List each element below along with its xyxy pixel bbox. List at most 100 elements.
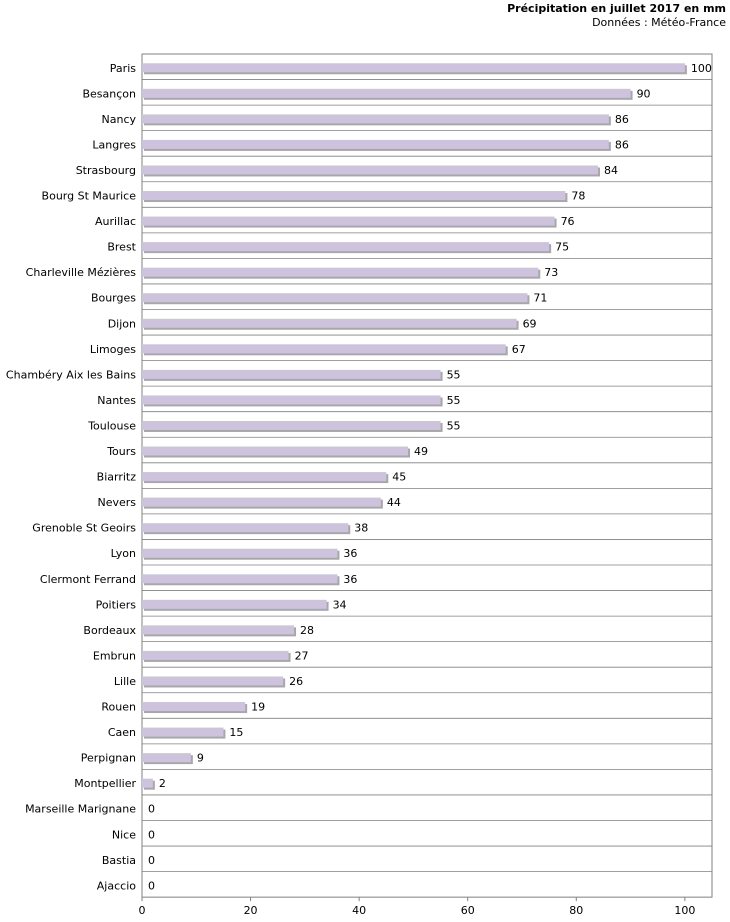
data-label: 75	[555, 241, 569, 254]
bar	[142, 702, 246, 712]
data-label: 0	[148, 854, 155, 867]
x-tick-label: 60	[461, 904, 475, 917]
category-label: Biarritz	[97, 471, 137, 484]
category-label: Charleville Mézières	[26, 266, 137, 279]
data-label: 84	[604, 164, 618, 177]
data-label: 86	[615, 113, 629, 126]
bar	[142, 420, 441, 430]
bar	[142, 88, 631, 98]
bar	[142, 395, 441, 405]
data-label: 19	[251, 701, 265, 714]
bar	[142, 778, 153, 788]
category-label: Aurillac	[95, 215, 136, 228]
data-label: 78	[571, 190, 585, 203]
data-label: 55	[447, 419, 461, 432]
data-label: 0	[148, 803, 155, 816]
category-label: Nice	[112, 828, 136, 841]
category-label: Grenoble St Geoirs	[32, 522, 136, 535]
category-label: Bourges	[91, 292, 136, 305]
data-label: 26	[289, 675, 303, 688]
data-label: 28	[300, 624, 314, 637]
bar	[142, 114, 609, 124]
category-label: Langres	[92, 138, 136, 151]
data-label: 2	[159, 777, 166, 790]
category-label: Marseille Marignane	[25, 803, 136, 816]
bar	[142, 650, 289, 660]
category-label: Lille	[114, 675, 136, 688]
category-label: Bastia	[102, 854, 136, 867]
data-label: 36	[343, 573, 357, 586]
data-label: 86	[615, 138, 629, 151]
category-label: Poitiers	[96, 598, 137, 611]
data-label: 15	[229, 726, 243, 739]
bar	[142, 344, 506, 354]
category-label: Caen	[108, 726, 136, 739]
category-label: Lyon	[111, 547, 136, 560]
category-label: Montpellier	[74, 777, 136, 790]
bar	[142, 625, 294, 635]
data-label: 36	[343, 547, 357, 560]
bar	[142, 676, 284, 686]
bar	[142, 548, 338, 558]
x-tick-label: 40	[352, 904, 366, 917]
data-label: 49	[414, 445, 428, 458]
category-label: Strasbourg	[76, 164, 136, 177]
category-label: Bourg St Maurice	[42, 190, 137, 203]
data-label: 55	[447, 368, 461, 381]
bar	[142, 216, 555, 226]
data-label: 0	[148, 879, 155, 892]
category-label: Toulouse	[87, 419, 136, 432]
x-tick-label: 80	[569, 904, 583, 917]
category-label: Nantes	[97, 394, 136, 407]
bar	[142, 191, 566, 201]
category-label: Embrun	[93, 649, 136, 662]
bar	[142, 753, 191, 763]
bar	[142, 574, 338, 584]
category-label: Ajaccio	[97, 879, 136, 892]
data-label: 45	[392, 471, 406, 484]
category-label: Paris	[110, 62, 136, 75]
data-label: 27	[295, 649, 309, 662]
category-label: Rouen	[101, 701, 136, 714]
chart-subtitle: Données : Météo-France	[592, 16, 726, 29]
bar	[142, 63, 685, 73]
x-tick-label: 100	[674, 904, 695, 917]
category-label: Nevers	[97, 496, 136, 509]
category-label: Brest	[107, 241, 136, 254]
data-label: 90	[637, 87, 651, 100]
category-label: Chambéry Aix les Bains	[6, 368, 136, 381]
data-label: 76	[561, 215, 575, 228]
data-label: 71	[533, 292, 547, 305]
x-tick-label: 20	[244, 904, 258, 917]
data-label: 55	[447, 394, 461, 407]
data-label: 9	[197, 752, 204, 765]
bar	[142, 446, 408, 456]
bar	[142, 139, 609, 149]
bar	[142, 369, 441, 379]
data-label: 44	[387, 496, 401, 509]
category-label: Nancy	[102, 113, 137, 126]
bar	[142, 727, 224, 737]
chart-title: Précipitation en juillet 2017 en mm	[507, 2, 726, 15]
bar	[142, 599, 327, 609]
category-label: Tours	[106, 445, 136, 458]
data-label: 0	[148, 828, 155, 841]
category-label: Perpignan	[81, 752, 136, 765]
bar	[142, 242, 550, 252]
data-label: 38	[354, 522, 368, 535]
category-label: Bordeaux	[83, 624, 136, 637]
data-label: 67	[512, 343, 526, 356]
data-label: 73	[544, 266, 558, 279]
data-label: 100	[691, 62, 712, 75]
bar	[142, 267, 539, 277]
x-tick-label: 0	[139, 904, 146, 917]
category-label: Dijon	[108, 317, 136, 330]
bar	[142, 318, 517, 328]
data-label: 34	[333, 598, 347, 611]
data-label: 69	[523, 317, 537, 330]
bar	[142, 497, 381, 507]
bar	[142, 165, 598, 175]
category-label: Clermont Ferrand	[40, 573, 136, 586]
bar	[142, 472, 387, 482]
